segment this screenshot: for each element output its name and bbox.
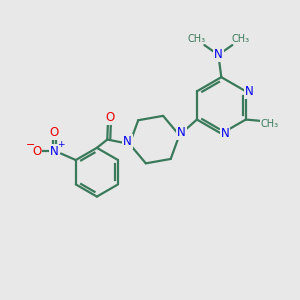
Text: N: N	[177, 126, 186, 139]
Text: CH₃: CH₃	[260, 119, 279, 129]
Text: +: +	[57, 140, 65, 149]
Text: N: N	[50, 145, 59, 158]
Text: −: −	[26, 140, 35, 150]
Text: CH₃: CH₃	[187, 34, 205, 44]
Text: N: N	[245, 85, 254, 98]
Text: N: N	[220, 127, 229, 140]
Text: O: O	[105, 111, 114, 124]
Text: N: N	[123, 135, 132, 148]
Text: N: N	[214, 48, 223, 62]
Text: CH₃: CH₃	[232, 34, 250, 44]
Text: O: O	[50, 126, 59, 139]
Text: O: O	[32, 145, 41, 158]
